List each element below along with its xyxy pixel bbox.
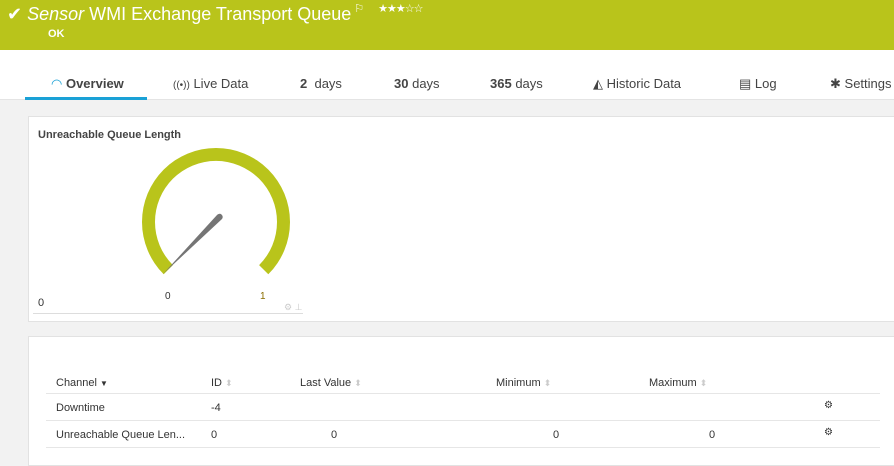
gear-icon: ✱ xyxy=(830,76,841,91)
tab-num: 30 xyxy=(394,76,409,91)
table-row[interactable]: Downtime -4 ⚙ xyxy=(46,394,880,421)
gauge-arc xyxy=(142,147,290,275)
cell-minimum: 0 xyxy=(553,429,560,441)
tab-label: days xyxy=(412,76,440,91)
active-tab-indicator xyxy=(25,97,147,100)
area-chart-icon: ◭ xyxy=(593,76,603,91)
flag-icon[interactable]: ⚐ xyxy=(354,3,365,15)
broadcast-icon: ((•)) xyxy=(173,80,190,91)
divider xyxy=(33,313,303,314)
tab-settings[interactable]: ✱ Settings xyxy=(830,76,892,91)
gauge-title: Unreachable Queue Length xyxy=(38,129,182,141)
header-last-value[interactable]: Last Value ⬍ xyxy=(300,377,362,390)
table-row[interactable]: Unreachable Queue Len... 0 0 0 0 ⚙ xyxy=(46,421,880,448)
gauge-min-label: 0 xyxy=(165,291,171,302)
sort-icon: ⬍ xyxy=(225,378,233,388)
header-maximum[interactable]: Maximum ⬍ xyxy=(649,377,707,390)
tab-2-days[interactable]: 2 days xyxy=(300,76,342,91)
tab-overview[interactable]: ◠ Overview xyxy=(51,76,124,91)
header-label: Minimum xyxy=(496,377,541,389)
cell-maximum: 0 xyxy=(709,429,716,441)
list-icon: ▤ xyxy=(739,76,752,91)
header-minimum[interactable]: Minimum ⬍ xyxy=(496,377,551,390)
tab-log[interactable]: ▤ Log xyxy=(739,76,777,91)
gauge-settings-icon[interactable]: ⚙ ⊥ xyxy=(284,302,303,312)
header-channel[interactable]: Channel ▼ xyxy=(56,377,108,390)
header-label: Channel xyxy=(56,377,97,389)
cell-channel[interactable]: Downtime xyxy=(56,402,105,414)
tab-365-days[interactable]: 365 days xyxy=(490,76,543,91)
channel-settings-icon[interactable]: ⚙ xyxy=(824,400,833,411)
check-icon: ✔ xyxy=(7,4,23,24)
tab-label: Log xyxy=(754,76,777,91)
gauge xyxy=(142,147,290,275)
divider xyxy=(46,393,880,394)
pin-icon[interactable]: ⊥ xyxy=(294,302,303,312)
gauge-max-label: 1 xyxy=(260,291,266,302)
sensor-header: ✔ Sensor WMI Exchange Transport Queue ⚐ … xyxy=(0,0,894,50)
tab-30-days[interactable]: 30 days xyxy=(394,76,440,91)
gauge-panel: Unreachable Queue Length 0 0 1 ⚙ ⊥ xyxy=(28,116,894,322)
sensor-title: ✔ Sensor WMI Exchange Transport Queue xyxy=(7,3,351,25)
tab-label: days xyxy=(515,76,543,91)
tab-num: 365 xyxy=(490,76,512,91)
gauge-needle xyxy=(163,213,223,274)
sort-down-icon: ▼ xyxy=(100,379,108,388)
tab-label: Settings xyxy=(844,76,892,91)
cell-id: -4 xyxy=(211,402,221,414)
tab-num: 2 xyxy=(300,76,308,91)
sort-icon: ⬍ xyxy=(699,378,708,388)
status-text: OK xyxy=(48,28,65,40)
tab-label: Live Data xyxy=(193,76,249,91)
tab-label: days xyxy=(314,76,342,91)
tab-label: Overview xyxy=(65,76,124,91)
header-id[interactable]: ID ⬍ xyxy=(211,377,233,390)
sort-icon: ⬍ xyxy=(354,378,362,388)
gauge-icon: ◠ xyxy=(51,76,63,91)
header-label: Maximum xyxy=(649,377,697,389)
cell-channel[interactable]: Unreachable Queue Len... xyxy=(56,429,186,441)
cell-id: 0 xyxy=(211,429,218,441)
gauge-value: 0 xyxy=(38,297,45,309)
sensor-name: WMI Exchange Transport Queue xyxy=(89,4,352,24)
header-label: Last Value xyxy=(300,377,352,389)
tab-label: Historic Data xyxy=(606,76,682,91)
sort-icon: ⬍ xyxy=(543,378,552,388)
header-label: ID xyxy=(211,377,222,389)
channel-settings-icon[interactable]: ⚙ xyxy=(824,427,833,438)
cell-last-value: 0 xyxy=(331,429,338,441)
channel-table: Channel ▼ ID ⬍ Last Value ⬍ Minimum ⬍ Ma… xyxy=(28,336,894,466)
title-row: ✔ Sensor WMI Exchange Transport Queue ⚐ … xyxy=(7,3,423,25)
sensor-prefix: Sensor xyxy=(27,4,85,24)
priority-stars[interactable]: ★★★☆☆ xyxy=(378,3,423,15)
tab-live-data[interactable]: ((•)) Live Data xyxy=(173,76,248,93)
tab-historic-data[interactable]: ◭ Historic Data xyxy=(593,76,681,91)
tab-bar: ◠ Overview ((•)) Live Data 2 days 30 day… xyxy=(0,50,894,100)
